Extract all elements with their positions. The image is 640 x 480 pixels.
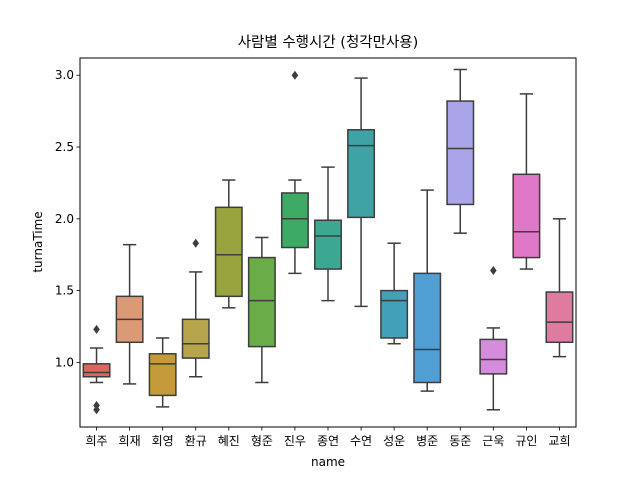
- box-7: [280, 192, 309, 249]
- y-tick-label: 3.0: [55, 68, 74, 82]
- box-14: [512, 173, 541, 259]
- box-1: [82, 363, 111, 378]
- plot-frame: [79, 57, 577, 428]
- y-axis-label: turnaTime: [31, 211, 45, 272]
- x-tick-label: 형준: [251, 434, 273, 448]
- box-12: [446, 100, 475, 206]
- x-tick-label: 성운: [383, 434, 405, 448]
- y-tick-label: 2.5: [55, 140, 74, 154]
- box-15: [545, 291, 574, 344]
- chart-title: 사람별 수행시간 (청각만사용): [238, 34, 419, 51]
- y-tick-label: 2.0: [55, 212, 74, 226]
- x-tick-label: 환규: [185, 434, 207, 448]
- box-13: [479, 338, 508, 375]
- box-5: [214, 206, 243, 298]
- x-tick-label: 근욱: [482, 434, 504, 448]
- outlier-point: [93, 405, 100, 415]
- y-tick-label: 1.5: [55, 284, 74, 298]
- x-tick-label: 희재: [119, 434, 141, 448]
- x-axis-label: name: [311, 455, 345, 469]
- x-tick-label: 혜진: [218, 434, 240, 448]
- x-tick-label: 종연: [317, 434, 339, 448]
- x-tick-label: 진우: [284, 434, 306, 448]
- x-tick-label: 회영: [152, 434, 174, 448]
- box-11: [413, 272, 442, 384]
- box-10: [380, 289, 409, 339]
- x-tick-label: 수연: [350, 434, 372, 448]
- x-tick-label: 희주: [85, 434, 107, 448]
- x-tick-label: 교희: [548, 434, 570, 448]
- x-tick-label: 규인: [515, 434, 537, 448]
- box-6: [247, 256, 276, 348]
- x-tick-label: 병준: [416, 434, 438, 448]
- outlier-point: [291, 70, 299, 80]
- box-8: [314, 219, 342, 270]
- y-tick-label: 1.0: [55, 355, 74, 369]
- box-3: [148, 353, 177, 397]
- outlier-point: [192, 238, 200, 248]
- plot-area: 1.0 1.5 2.0 2.5 3.0 희주 희재 회영 환규 혜진 형준 진우 종연 수연 성운 병준 동준 근…: [55, 68, 574, 448]
- outlier-point: [93, 324, 100, 334]
- x-tick-label: 동준: [449, 434, 471, 448]
- box-9: [347, 129, 376, 219]
- box-4: [181, 318, 210, 359]
- outlier-point: [490, 265, 497, 275]
